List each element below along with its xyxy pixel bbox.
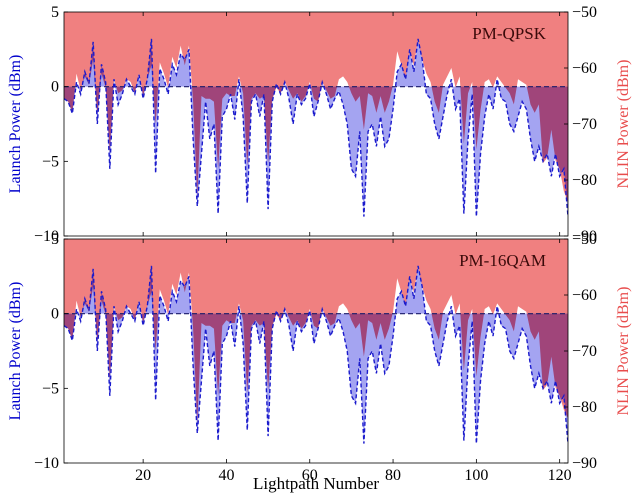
y-ticks-right: −90 −80 −70 −60 −50 [564,4,597,245]
panel-pm-16qam: 20 40 60 80 100 120 −10−505 −90−80−70−60−50 L… [7,231,632,493]
y-tick-label-right: −90 [572,228,597,245]
x-tick-label: 80 [385,467,401,484]
y-tick-label-left: −5 [42,153,59,170]
x-tick-label: 120 [548,467,572,484]
y-tick-label-right: −60 [572,287,597,304]
series-lines [64,38,568,217]
y-tick-label-left: −10 [34,455,59,472]
ylabel-right: NLIN Power (dBm) [615,60,632,189]
y-tick-label-left: 5 [51,4,59,21]
x-tick-label: 40 [218,467,234,484]
y-ticks-left: −10 −5 0 5 [34,4,68,245]
y-tick-label-right: −70 [572,116,597,133]
y-ticks-left: −10 −5 0 5 [34,231,68,472]
y-tick-label-left: −10 [34,228,59,245]
x-ticks: 20 40 60 80 100 120 [135,239,572,484]
y-ticks-right: −90 −80 −70 −60 −50 [564,231,597,472]
ylabel-right: NLIN Power (dBm) [615,287,632,416]
y-tick-label-right: −80 [572,399,597,416]
y-tick-label-right: −60 [572,60,597,77]
series-areas [64,239,568,444]
launch-area [64,38,568,217]
x-axis-label: Lightpath Number [253,474,379,493]
y-tick-label-right: −50 [572,4,597,21]
y-tick-label-right: −50 [572,231,597,248]
y-tick-label-right: −80 [572,172,597,189]
x-tick-label: 20 [135,467,151,484]
x-ticks [142,12,561,236]
nlin-area [64,239,568,424]
launch-line [64,38,568,217]
panel-label: PM-QPSK [472,24,546,43]
series-areas [64,12,568,217]
launch-area [64,265,568,444]
y-tick-label-left: 5 [51,231,59,248]
panel-pm-qpsk: −10−505 −90−80−70−60−50 Launch Power (dB… [7,4,632,245]
ylabel-left: Launch Power (dBm) [7,282,24,421]
panel-label: PM-16QAM [459,251,546,270]
y-tick-label-left: 0 [51,306,59,323]
ylabel-left: Launch Power (dBm) [7,55,24,194]
launch-line [64,265,568,444]
y-tick-label-right: −70 [572,343,597,360]
y-tick-label-left: −5 [42,380,59,397]
y-tick-label-right: −90 [572,455,597,472]
y-tick-label-left: 0 [51,79,59,96]
x-tick-label: 60 [302,467,318,484]
nlin-area [64,12,568,203]
x-tick-label: 100 [464,467,488,484]
series-lines [64,265,568,444]
